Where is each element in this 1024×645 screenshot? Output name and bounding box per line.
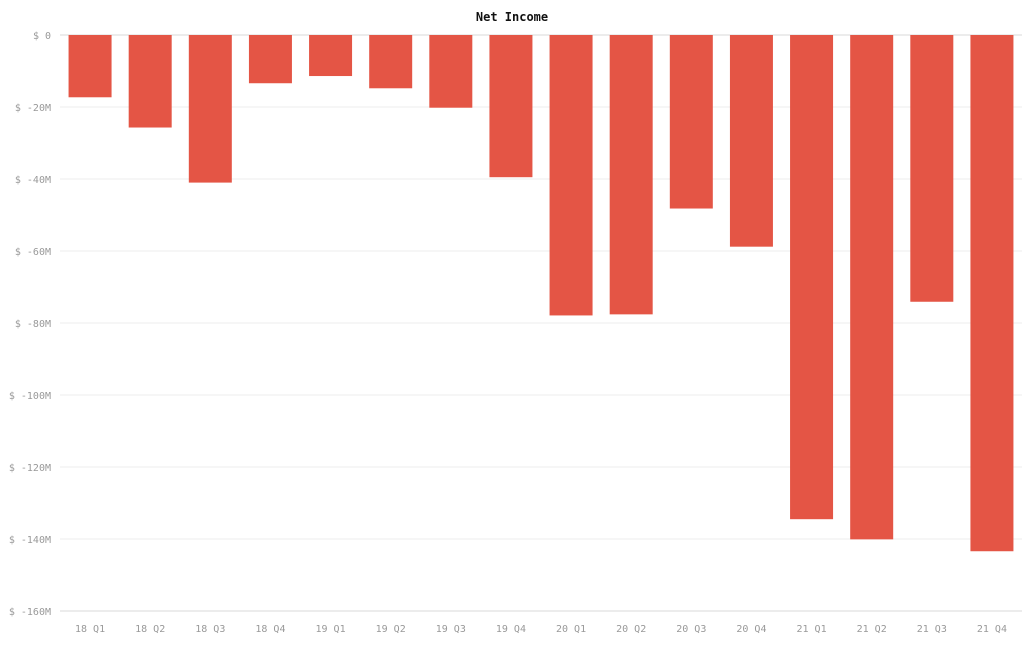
bar [970, 35, 1014, 552]
x-tick-label: 18 Q1 [75, 624, 105, 635]
x-tick-label: 21 Q1 [797, 624, 827, 635]
bar [128, 35, 172, 128]
bar [68, 35, 112, 98]
y-tick-label: $ -60M [15, 247, 51, 258]
bar [188, 35, 232, 183]
y-tick-label: $ -40M [15, 175, 51, 186]
y-tick-label: $ -120M [9, 463, 51, 474]
x-tick-label: 21 Q2 [857, 624, 887, 635]
y-tick-label: $ 0 [33, 31, 51, 42]
bar [248, 35, 292, 84]
y-tick-label: $ -80M [15, 319, 51, 330]
x-tick-label: 20 Q4 [736, 624, 766, 635]
y-tick-label: $ -140M [9, 535, 51, 546]
bar [729, 35, 773, 247]
bar [850, 35, 894, 540]
x-tick-label: 19 Q2 [376, 624, 406, 635]
x-tick-label: 18 Q2 [135, 624, 165, 635]
bar [489, 35, 533, 178]
x-tick-label: 19 Q1 [316, 624, 346, 635]
x-tick-label: 20 Q3 [676, 624, 706, 635]
x-tick-label: 21 Q4 [977, 624, 1007, 635]
x-tick-label: 21 Q3 [917, 624, 947, 635]
bar [309, 35, 353, 77]
x-axis: 18 Q1 18 Q2 18 Q3 18 Q4 19 Q1 19 Q2 19 Q3 19 Q4… [75, 624, 1007, 635]
bar [669, 35, 713, 209]
y-tick-label: $ -160M [9, 607, 51, 618]
bar [429, 35, 473, 108]
bar [369, 35, 413, 89]
x-tick-label: 20 Q1 [556, 624, 586, 635]
y-tick-label: $ -20M [15, 103, 51, 114]
bar [609, 35, 653, 315]
y-tick-label: $ -100M [9, 391, 51, 402]
bar [549, 35, 593, 316]
y-axis: $ 0 $ -20M $ -40M $ -60M $ -80M $ -100M $ -120… [9, 31, 51, 618]
x-tick-label: 19 Q4 [496, 624, 526, 635]
x-tick-label: 18 Q3 [195, 624, 225, 635]
bar [910, 35, 954, 302]
x-tick-label: 19 Q3 [436, 624, 466, 635]
chart-title: Net Income [476, 10, 548, 24]
bar-layer [68, 35, 1014, 552]
x-tick-label: 18 Q4 [255, 624, 285, 635]
x-tick-label: 20 Q2 [616, 624, 646, 635]
bar [790, 35, 834, 520]
